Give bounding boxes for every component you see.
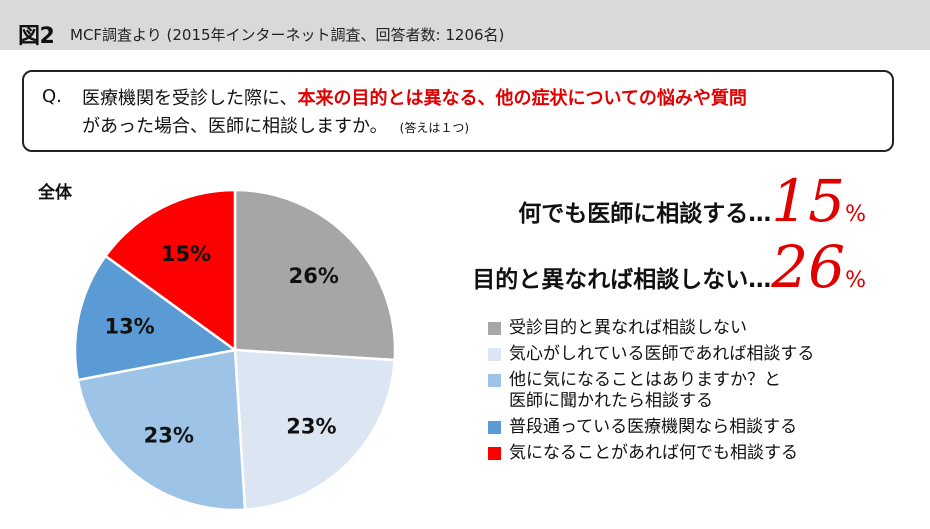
header-bar: 図2 MCF調査より (2015年インターネット調査、回答者数: 1206名) [0,0,930,50]
callout-unit: % [845,268,866,293]
legend-label: 受診目的と異なれば相談しない [509,318,747,338]
pie-slice-label-4: 15% [161,242,211,266]
pie-slice-label-2: 23% [144,423,194,447]
legend-item: 受診目的と異なれば相談しない [488,318,918,339]
chart-title: 全体 [38,183,72,203]
legend-swatch [488,322,501,335]
question-highlight: 本来の目的とは異なる、他の症状についての悩みや質問 [297,88,747,109]
question-line-2: があった場合、医師に相談しますか。 (答えは１つ) [82,112,469,138]
callout-text: 目的と異なれば相談しない… [472,267,772,293]
callout-ask-anything: 何でも医師に相談する…15% [518,172,866,230]
legend-label: 気心がしれている医師であれば相談する [509,344,815,364]
figure-label: 図2 [18,24,55,49]
legend-item: 気になることがあれば何でも相談する [488,443,918,464]
pie-slice-label-1: 23% [286,414,336,438]
question-line-2-text: があった場合、医師に相談しますか。 [82,116,388,137]
pie-slice-label-3: 13% [104,314,154,338]
pie-slice-2 [76,348,247,512]
legend-label: 気になることがあれば何でも相談する [509,443,798,463]
pie-slice-0 [233,188,397,362]
pie-slice-3 [73,254,239,382]
legend-label: 普段通っている医療機関なら相談する [509,417,798,437]
callout-unit: % [845,202,866,227]
pie-chart: 26% 23% 23% 13% 15% [73,188,397,512]
legend-swatch [488,374,501,387]
legend-swatch [488,447,501,460]
callout-text: 何でも医師に相談する… [518,201,772,227]
figure-source: MCF調査より (2015年インターネット調査、回答者数: 1206名) [70,26,505,44]
pie-slice-1 [233,348,397,512]
chart-legend: 受診目的と異なれば相談しない気心がしれている医師であれば相談する他に気になること… [488,318,918,464]
callout-not-if-different: 目的と異なれば相談しない…26% [472,238,866,296]
legend-label: 他に気になることはありますか？と 医師に聞かれたら相談する [509,370,781,411]
callout-value: 26 [771,233,846,301]
legend-item: 普段通っている医療機関なら相談する [488,417,918,438]
pie-slice-label-0: 26% [289,264,339,288]
legend-item: 気心がしれている医師であれば相談する [488,344,918,365]
question-prefix: 医療機関を受診した際に、 [82,88,298,109]
question-box: Q. 医療機関を受診した際に、本来の目的とは異なる、他の症状についての悩みや質問… [22,70,894,152]
legend-swatch [488,348,501,361]
legend-swatch [488,421,501,434]
legend-item: 他に気になることはありますか？と 医師に聞かれたら相談する [488,370,918,412]
question-line-1: 医療機関を受診した際に、本来の目的とは異なる、他の症状についての悩みや質問 [82,84,747,110]
callout-value: 15 [771,167,846,235]
question-marker: Q. [42,86,62,107]
pie-slice-4 [103,188,237,353]
question-note: (答えは１つ) [399,121,470,135]
